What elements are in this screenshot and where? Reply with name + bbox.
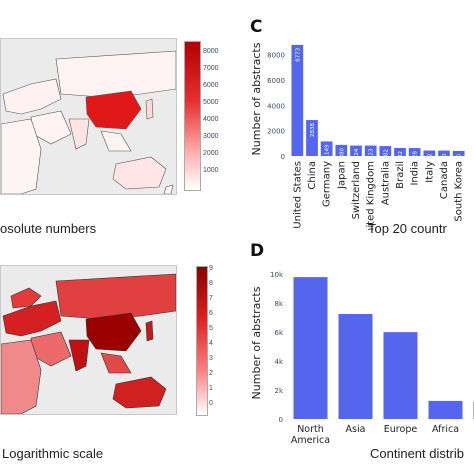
bar — [306, 120, 318, 156]
x-tick-label: Australia — [380, 161, 391, 205]
data-label: 880 — [339, 147, 345, 158]
y-tick-label: 4000 — [267, 102, 285, 110]
x-tick-label: United Kingdom — [366, 161, 377, 230]
y-tick-label: 6000 — [267, 77, 285, 85]
colorbar-absolute-tick: 4000 — [203, 116, 219, 123]
bar — [428, 400, 463, 419]
data-label: 823 — [369, 148, 375, 159]
panel-label-c: C — [250, 17, 263, 37]
colorbar-logarithmic-tick: 8 — [209, 280, 213, 287]
bar — [364, 145, 377, 156]
data-label: 8773 — [295, 47, 301, 61]
x-tick-label: Europe — [384, 424, 418, 435]
bar — [320, 141, 333, 156]
bar-chart-top-countries: Number of abstracts 0 2000 4000 6000 8000 8773… — [250, 42, 465, 230]
y-tick-label: 8000 — [267, 52, 285, 60]
x-tick-label: India — [410, 161, 421, 186]
x-tick-label: Asia — [346, 424, 366, 435]
bar-chart-continents: Number of abstracts 0 2k 4k 6k 8k 10k North Amer… — [250, 271, 474, 446]
bar — [423, 150, 436, 156]
colorbar-absolute — [184, 41, 201, 191]
y-axis-label: Number of abstracts — [250, 42, 263, 155]
y-tick-label: 4k — [274, 358, 283, 366]
x-tick-label: Germany — [322, 161, 333, 207]
x-tick-label: Brazil — [395, 161, 406, 189]
bar — [408, 148, 421, 156]
data-label: 628 — [413, 151, 419, 162]
colorbar-absolute-tick: 1000 — [203, 167, 219, 174]
data-label: 824 — [354, 148, 360, 159]
x-tick-label: United States — [292, 161, 303, 229]
colorbar-logarithmic-tick: 2 — [209, 370, 213, 377]
y-tick-label: 2000 — [267, 128, 285, 136]
colorbar-logarithmic-tick: 7 — [209, 295, 213, 302]
y-tick-label: 10k — [270, 271, 284, 279]
data-label: 2838 — [310, 123, 316, 137]
colorbar-absolute-tick: 2000 — [203, 150, 219, 157]
caption-absolute-numbers: osolute numbers — [0, 221, 97, 236]
bar — [383, 332, 418, 419]
caption-continent-distribution: Continent distrib — [370, 446, 464, 461]
world-map-absolute — [0, 38, 177, 195]
caption-logarithmic-scale: Logarithmic scale — [2, 446, 104, 461]
data-label: 430 — [442, 153, 448, 164]
y-tick-label: 0 — [281, 153, 285, 161]
colorbar-logarithmic-tick: 0 — [209, 400, 213, 407]
bar — [452, 150, 465, 156]
data-label: 400 — [457, 153, 463, 164]
world-map-logarithmic-shapes — [1, 266, 176, 414]
colorbar-absolute-tick: 3000 — [203, 133, 219, 140]
x-tick-label: Canada — [439, 161, 450, 199]
y-tick-label: 8k — [274, 300, 283, 308]
bar — [350, 145, 362, 156]
y-tick-label: 0 — [279, 416, 283, 424]
x-tick-label: North America — [291, 424, 330, 446]
bar — [335, 144, 348, 156]
data-label: 432 — [427, 154, 433, 165]
y-axis-label: Number of abstracts — [250, 286, 263, 399]
bar — [394, 147, 406, 156]
x-tick-label: Italy — [424, 161, 435, 183]
x-tick-label: Switzerland — [351, 161, 362, 219]
data-label: 632 — [398, 151, 404, 162]
colorbar-logarithmic-tick: 9 — [209, 265, 213, 272]
colorbar-absolute-tick: 7000 — [203, 65, 219, 72]
colorbar-logarithmic-tick: 6 — [209, 310, 213, 317]
data-label: 1149 — [325, 144, 331, 158]
bar — [338, 314, 373, 419]
caption-top-countries: Top 20 countr — [368, 221, 447, 236]
colorbar-logarithmic-tick: 4 — [209, 340, 213, 347]
x-tick-label: South Korea — [454, 161, 465, 222]
y-tick-label: 6k — [274, 329, 283, 337]
x-tick-label: Japan — [336, 161, 347, 190]
colorbar-logarithmic-tick: 5 — [209, 325, 213, 332]
data-label: 782 — [383, 149, 389, 160]
x-tick-label: China — [307, 161, 318, 190]
world-map-absolute-shapes — [1, 39, 176, 194]
colorbar-logarithmic — [196, 266, 208, 416]
colorbar-logarithmic-tick: 3 — [209, 355, 213, 362]
colorbar-absolute-tick: 6000 — [203, 82, 219, 89]
y-tick-label: 2k — [274, 387, 283, 395]
bar — [293, 277, 328, 419]
x-tick-label: Africa — [432, 424, 459, 435]
panel-label-d: D — [250, 241, 265, 261]
colorbar-absolute-tick: 5000 — [203, 99, 219, 106]
bar — [438, 150, 450, 156]
bar — [291, 44, 304, 156]
world-map-logarithmic — [0, 265, 177, 415]
colorbar-logarithmic-tick: 1 — [209, 385, 213, 392]
bar — [379, 146, 392, 156]
colorbar-absolute-tick: 8000 — [203, 48, 219, 55]
